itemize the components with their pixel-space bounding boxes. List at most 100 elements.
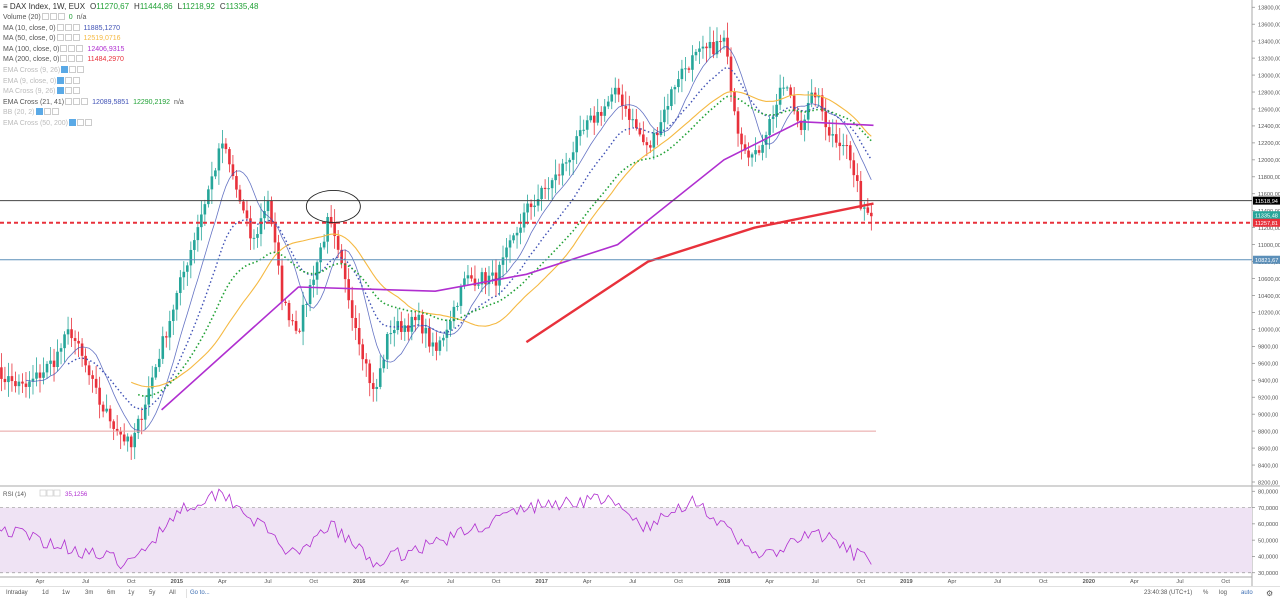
ohlc-value: H11444,86 xyxy=(134,2,173,11)
range-intraday[interactable]: Intraday xyxy=(6,590,28,596)
legend-settings-icon[interactable] xyxy=(57,13,65,20)
legend-settings-icon[interactable] xyxy=(41,13,49,20)
legend-value: 12406,9315 xyxy=(87,45,125,53)
range-1w[interactable]: 1w xyxy=(62,590,70,596)
candle-body xyxy=(24,383,28,387)
candle xyxy=(221,130,224,164)
legend-settings-icon[interactable] xyxy=(57,76,65,84)
log-toggle[interactable]: log xyxy=(1219,590,1228,596)
candle xyxy=(575,130,578,165)
candle xyxy=(529,199,533,220)
candle xyxy=(452,300,456,329)
candle xyxy=(326,212,329,254)
candle-body xyxy=(480,272,484,285)
candle xyxy=(736,107,740,147)
range-1y[interactable]: 1y xyxy=(128,590,135,596)
legend-settings-icon[interactable] xyxy=(73,97,81,105)
candle-body xyxy=(547,188,550,190)
candle-body xyxy=(161,336,165,359)
range-all[interactable]: All xyxy=(169,590,176,596)
candle xyxy=(315,260,319,295)
candle-body xyxy=(428,327,431,347)
candle-body xyxy=(238,189,242,202)
legend-item[interactable]: EMA (9, close, 0) xyxy=(3,76,81,86)
candle-body xyxy=(305,303,308,305)
legend-item[interactable]: MA (100, close, 0) 12406,9315 xyxy=(3,44,125,54)
settings-gear-icon[interactable]: ⚙ xyxy=(1266,589,1274,598)
utc-clock[interactable]: 23:40:38 (UTC+1) xyxy=(1144,590,1193,596)
legend-settings-icon[interactable] xyxy=(72,23,80,31)
legend-settings-icon[interactable] xyxy=(72,87,80,95)
price-tick-label: 10400,00 xyxy=(1258,294,1280,300)
legend-item[interactable]: BB (20, 2) xyxy=(3,108,59,117)
legend-settings-icon[interactable] xyxy=(73,76,81,84)
legend-settings-icon[interactable] xyxy=(76,44,84,52)
candle xyxy=(459,283,463,315)
candle xyxy=(508,234,512,263)
range-6m[interactable]: 6m xyxy=(107,590,116,596)
candle-body xyxy=(231,164,235,177)
candle xyxy=(631,108,635,128)
legend-item[interactable]: EMA Cross (9, 26) xyxy=(3,66,85,75)
range-goto[interactable]: Go to... xyxy=(190,590,210,596)
legend-settings-icon[interactable] xyxy=(69,66,77,73)
candle-body xyxy=(561,163,564,176)
legend-settings-icon[interactable] xyxy=(60,55,68,63)
legend-item[interactable]: MA (50, close, 0) 12519,0716 xyxy=(3,34,121,43)
time-tick-label: Oct xyxy=(492,579,501,585)
candle xyxy=(417,302,421,326)
legend-label: MA (100, close, 0) xyxy=(3,45,60,53)
price-tick-label: 11000,00 xyxy=(1258,243,1280,249)
legend-settings-icon[interactable] xyxy=(56,23,64,31)
legend-settings-icon[interactable] xyxy=(81,97,89,105)
candle xyxy=(329,205,333,228)
legend-settings-icon[interactable] xyxy=(56,34,64,42)
candle-body xyxy=(855,175,859,181)
legend-settings-icon[interactable] xyxy=(68,119,76,126)
percent-toggle[interactable]: % xyxy=(1203,590,1209,596)
auto-toggle[interactable]: auto xyxy=(1241,590,1253,596)
legend-settings-icon[interactable] xyxy=(76,119,84,126)
range-3m[interactable]: 3m xyxy=(85,590,94,596)
candle xyxy=(778,74,782,111)
legend-settings-icon[interactable] xyxy=(84,119,92,126)
legend-item[interactable]: EMA Cross (50, 200) xyxy=(3,119,92,128)
candle xyxy=(533,194,536,217)
candle xyxy=(701,35,705,59)
legend-settings-icon[interactable] xyxy=(77,66,85,73)
candle xyxy=(512,233,515,244)
legend-item[interactable]: MA Cross (9, 26) xyxy=(3,87,80,96)
range-1d[interactable]: 1d xyxy=(42,590,49,596)
legend-settings-icon[interactable] xyxy=(61,66,69,73)
legend-settings-icon[interactable] xyxy=(64,23,72,31)
legend-item[interactable]: MA (200, close, 0) 11484,2970 xyxy=(3,55,124,64)
legend-item[interactable]: EMA Cross (21, 41) 12089,5851 12290,2192 n/… xyxy=(3,97,184,107)
legend-settings-icon[interactable] xyxy=(51,108,59,116)
legend-settings-icon[interactable] xyxy=(65,76,73,84)
legend-settings-icon[interactable] xyxy=(60,44,68,52)
legend-settings-icon[interactable] xyxy=(35,108,43,116)
legend-settings-icon[interactable] xyxy=(76,55,84,63)
candle-body xyxy=(852,160,856,176)
legend-settings-icon[interactable] xyxy=(56,87,64,95)
legend-settings-icon[interactable] xyxy=(68,55,76,63)
candle-body xyxy=(564,162,568,164)
legend-settings-icon[interactable] xyxy=(65,97,73,105)
legend-settings-icon[interactable] xyxy=(43,108,51,116)
legend-settings-icon[interactable] xyxy=(64,87,72,95)
legend-settings-icon[interactable] xyxy=(49,13,57,20)
legend-settings-icon[interactable] xyxy=(64,34,72,42)
rsi-settings-box xyxy=(53,489,61,497)
legend-settings-icon[interactable] xyxy=(72,34,80,42)
range-5y[interactable]: 5y xyxy=(149,590,156,596)
candle-body xyxy=(182,271,186,278)
time-tick-label: Oct xyxy=(674,579,683,585)
legend-item[interactable]: MA (10, close, 0) 11885,1270 xyxy=(3,23,120,33)
candle-body xyxy=(371,383,375,389)
legend-settings-icon[interactable] xyxy=(68,44,76,52)
legend-item[interactable]: Volume (20) 0 n/a xyxy=(3,13,86,22)
candle-body xyxy=(736,111,740,134)
menu-icon[interactable]: ≡ xyxy=(3,2,10,11)
time-tick-label: Apr xyxy=(36,579,45,585)
